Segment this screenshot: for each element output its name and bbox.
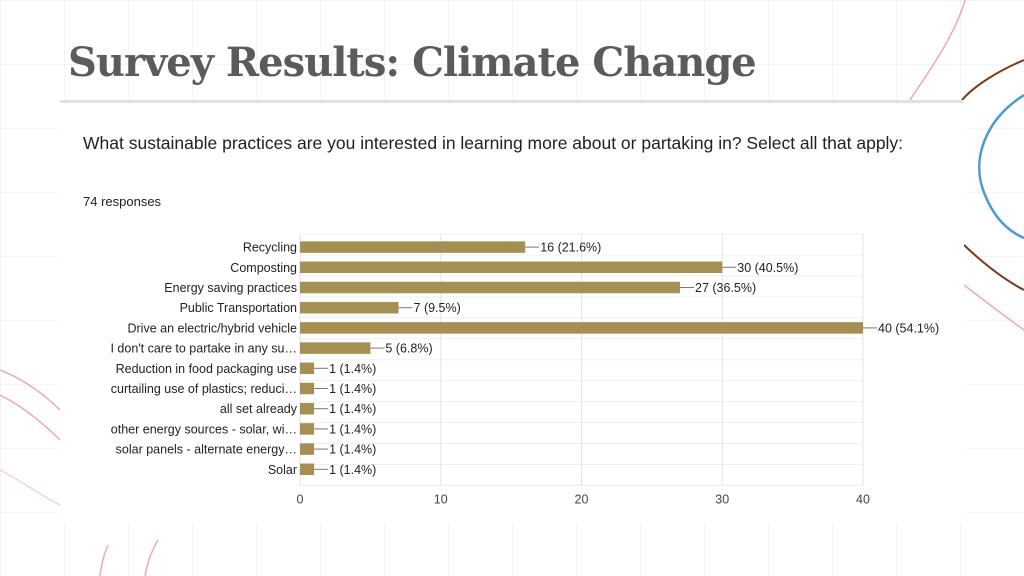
bar-chart: 0 10 20 30 40 Recycling 16 (21.6%) Composting 30… — [110, 233, 939, 507]
pink-curve-top — [909, 0, 966, 101]
bar — [300, 463, 315, 476]
bar — [300, 423, 315, 435]
category-label: Reduction in food packaging use — [116, 362, 297, 376]
bar — [300, 342, 371, 354]
brown-curve — [961, 59, 1024, 101]
category-label: Energy saving practices — [164, 281, 297, 295]
pink-curve-left-1 — [0, 369, 61, 411]
brown-curve-lower — [963, 244, 1024, 291]
category-label: curtailing use of plastics; reduci… — [111, 382, 297, 396]
category-label: Drive an electric/hybrid vehicle — [127, 321, 297, 335]
value-label: 1 (1.4%) — [329, 422, 376, 436]
value-label: 1 (1.4%) — [329, 362, 376, 376]
x-tick-label: 30 — [715, 492, 729, 506]
category-label: Public Transportation — [180, 301, 297, 315]
response-count: 74 responses — [83, 194, 162, 209]
chart-bars — [300, 241, 863, 476]
pink-curve-left-2 — [0, 394, 61, 441]
value-label: 27 (36.5%) — [695, 281, 756, 295]
category-label: Composting — [230, 261, 297, 275]
chart-gridlines — [299, 233, 864, 486]
bar — [300, 261, 723, 274]
x-tick-label: 20 — [575, 492, 589, 506]
x-tick-label: 0 — [297, 492, 304, 506]
value-label: 30 (40.5%) — [737, 261, 798, 275]
pink-curve-bottom-2 — [144, 539, 159, 576]
value-label: 40 (54.1%) — [878, 321, 939, 335]
bar — [300, 402, 315, 415]
pink-curve-bottom-1 — [99, 544, 109, 576]
chart-labels: 0 10 20 30 40 Recycling 16 (21.6%) Composting 30… — [110, 241, 939, 507]
bar — [300, 443, 315, 455]
value-label: 7 (9.5%) — [414, 301, 461, 315]
bar — [300, 301, 399, 314]
bar — [300, 241, 526, 253]
value-label: 1 (1.4%) — [329, 463, 376, 477]
bar — [300, 281, 681, 294]
category-label: solar panels - alternate energy… — [116, 443, 297, 457]
bar — [300, 382, 315, 395]
bar — [300, 362, 315, 375]
x-tick-label: 10 — [434, 492, 448, 506]
x-tick-label: 40 — [856, 492, 870, 506]
value-label: 1 (1.4%) — [329, 443, 376, 457]
category-label: Solar — [268, 463, 297, 477]
blue-curve — [978, 93, 1024, 240]
survey-question: What sustainable practices are you inter… — [83, 133, 904, 153]
value-label: 16 (21.6%) — [540, 241, 601, 255]
bar — [300, 322, 863, 334]
category-label: Recycling — [243, 241, 297, 255]
pink-curve-left-3 — [0, 469, 61, 506]
slide-title: Survey Results: Climate Change — [68, 39, 757, 86]
title-divider — [60, 100, 964, 103]
category-label: other energy sources - solar, wi… — [111, 422, 297, 436]
value-label: 5 (6.8%) — [385, 342, 432, 356]
category-label: all set already — [220, 402, 298, 416]
value-label: 1 (1.4%) — [329, 402, 376, 416]
survey-card: What sustainable practices are you inter… — [60, 103, 964, 523]
pink-curve-right — [963, 284, 1024, 331]
category-label: I don't care to partake in any su… — [110, 342, 297, 356]
value-label: 1 (1.4%) — [329, 382, 376, 396]
